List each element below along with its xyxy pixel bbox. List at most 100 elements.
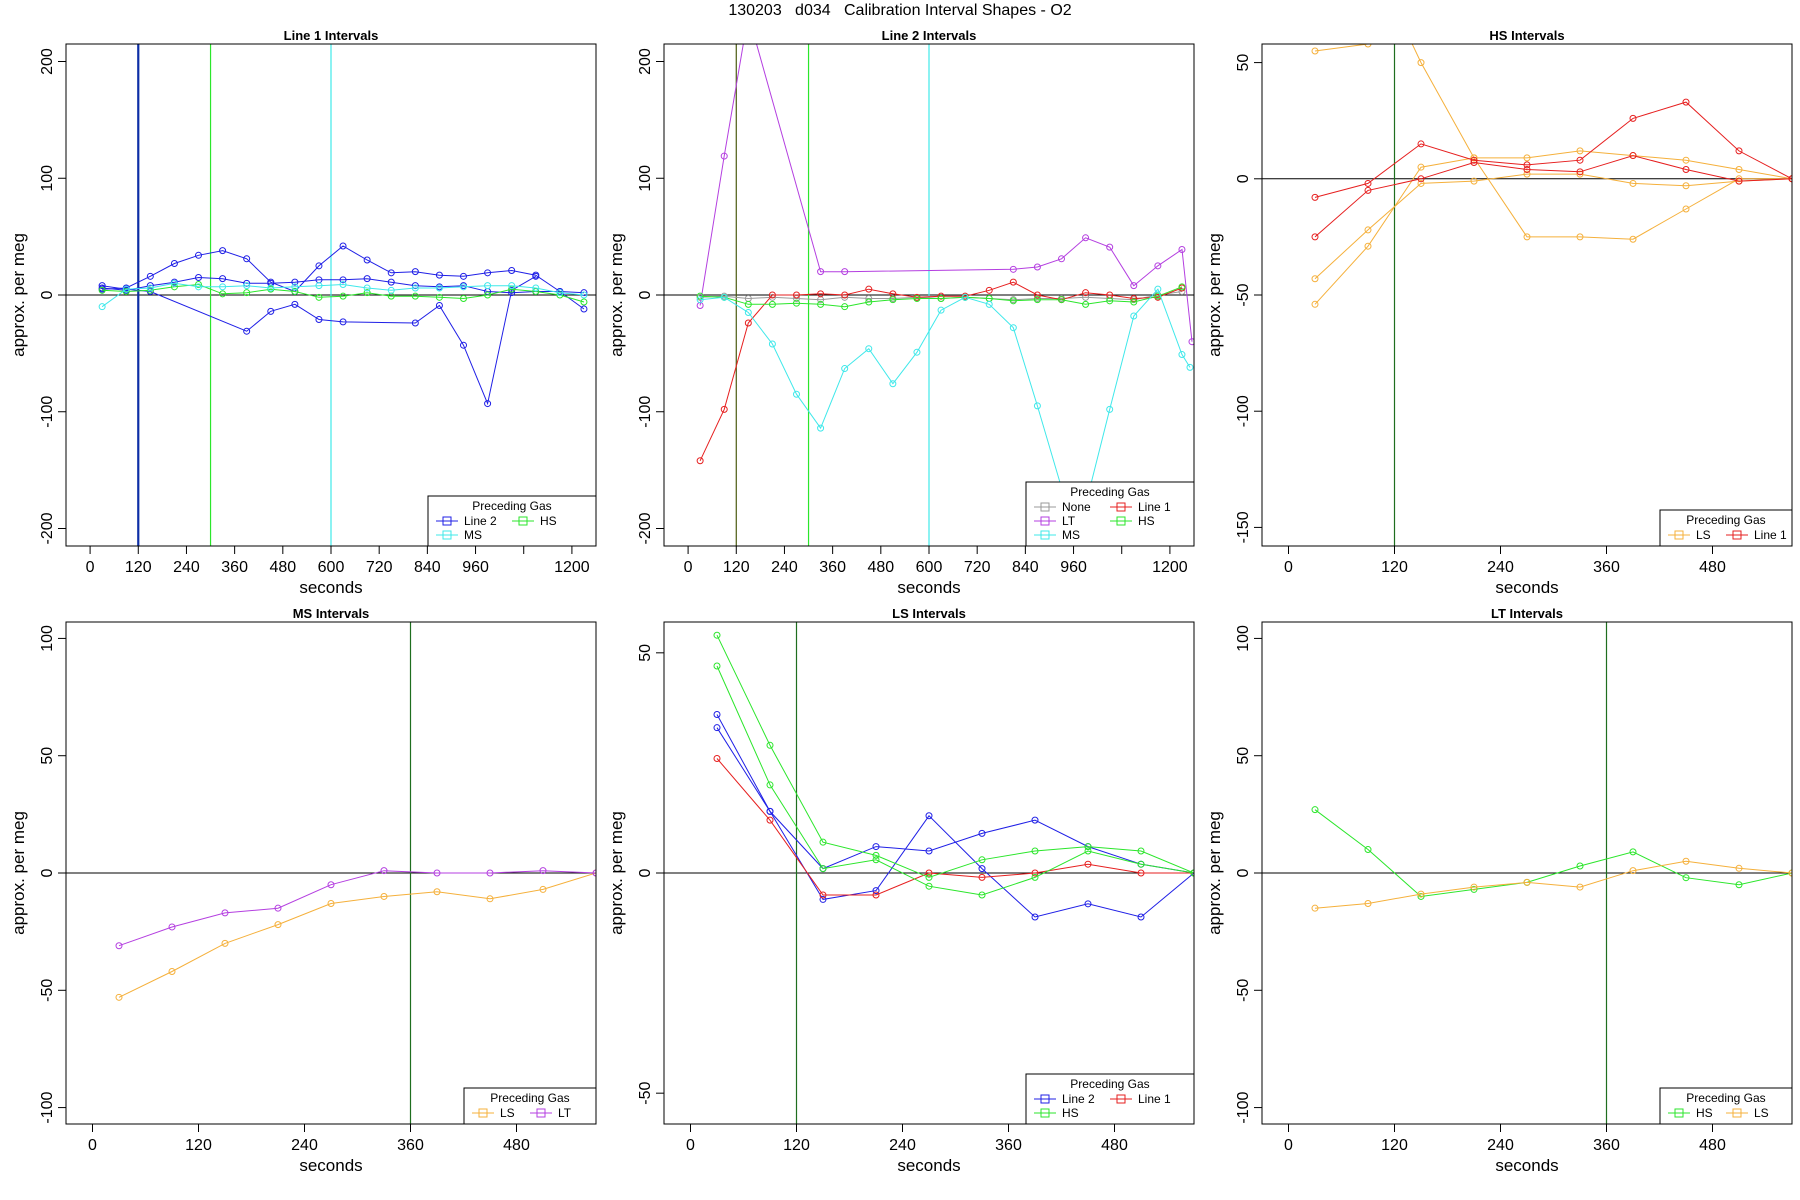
legend-entry-lt: LT [1034, 514, 1076, 528]
series-line [699, 44, 1193, 342]
series-line [1314, 155, 1792, 238]
data-point [1084, 843, 1092, 851]
x-tick-label: 120 [1381, 559, 1408, 576]
data-point [291, 287, 299, 295]
x-tick-label: 240 [1487, 559, 1514, 576]
data-point [98, 286, 106, 294]
data-point [98, 282, 106, 290]
x-tick-label: 360 [819, 559, 846, 576]
data-point [327, 899, 335, 907]
data-point [433, 869, 441, 877]
legend-entry-hs: HS [1034, 1106, 1079, 1120]
data-point [1364, 846, 1372, 854]
data-point [532, 284, 540, 292]
data-point [696, 296, 704, 304]
data-point [291, 283, 299, 291]
series-line-1 [713, 755, 1194, 899]
data-point [146, 286, 154, 294]
data-point [1735, 864, 1743, 872]
data-point [484, 400, 492, 408]
data-point [872, 891, 880, 899]
data-point [387, 278, 395, 286]
data-point [1311, 233, 1319, 241]
data-point [1735, 147, 1743, 155]
data-point [1186, 363, 1194, 371]
x-tick-label: 480 [867, 559, 894, 576]
data-point [1682, 857, 1690, 865]
data-point [889, 296, 897, 304]
data-point [817, 268, 825, 276]
data-point [556, 289, 564, 297]
series-line [102, 245, 585, 310]
x-tick-label: 480 [1101, 1137, 1128, 1154]
data-point [219, 283, 227, 291]
data-point [1364, 186, 1372, 194]
legend-label: LS [1754, 1106, 1769, 1120]
x-tick-label: 480 [503, 1137, 530, 1154]
data-point [387, 269, 395, 277]
panel-title: MS Intervals [293, 606, 370, 621]
series-line-2 [98, 242, 588, 313]
legend-label: Line 2 [464, 514, 497, 528]
data-point [1629, 235, 1637, 243]
data-point [1364, 899, 1372, 907]
data-point [1130, 282, 1138, 290]
data-point [1130, 298, 1138, 306]
data-point [978, 873, 986, 881]
data-point [580, 291, 588, 299]
data-point [1137, 869, 1145, 877]
legend-swatch-marker [1732, 530, 1742, 540]
data-point [315, 282, 323, 290]
data-point [315, 293, 323, 301]
data-point [274, 921, 282, 929]
data-point [1576, 862, 1584, 870]
series-line-1 [1311, 98, 1792, 201]
x-axis-label: seconds [897, 1156, 960, 1175]
data-point [539, 885, 547, 893]
data-point [411, 282, 419, 290]
data-point [1082, 300, 1090, 308]
legend-swatch-marker [1674, 530, 1684, 540]
y-tick-label: -50 [637, 1082, 654, 1105]
data-point [819, 895, 827, 903]
legend-label: LS [1696, 528, 1711, 542]
series-line [716, 758, 1194, 896]
data-point [793, 299, 800, 307]
data-point [1311, 904, 1319, 912]
data-point [1576, 156, 1584, 164]
data-point [985, 300, 993, 308]
data-point [1735, 881, 1743, 889]
y-tick-label: 50 [1235, 747, 1252, 765]
data-point [1364, 44, 1372, 48]
y-tick-label: 50 [39, 747, 56, 765]
data-point [1058, 296, 1065, 304]
legend-entry-hs: HS [1110, 514, 1155, 528]
data-point [195, 283, 202, 291]
data-point [484, 269, 492, 277]
data-point [1154, 262, 1162, 270]
legend-entry-lt: LT [530, 1106, 572, 1120]
series-ms [696, 285, 1194, 509]
panel-lt-intervals: 0 120 240 360 480 -100 -50 0 50 100 LT Intervals se… [1205, 606, 1793, 1175]
data-point [219, 275, 227, 283]
data-point [339, 318, 347, 326]
y-axis-label: approx. per meg [607, 233, 626, 357]
panel-title: LS Intervals [892, 606, 966, 621]
x-tick-label: 1200 [1152, 559, 1188, 576]
series-ls [1311, 857, 1792, 912]
panel-title: HS Intervals [1489, 28, 1564, 43]
legend-entry-ms: MS [1034, 528, 1080, 542]
data-point [380, 892, 388, 900]
x-tick-label: 1200 [554, 559, 590, 576]
data-point [793, 295, 800, 303]
data-point [1311, 275, 1319, 283]
legend-swatch-marker [442, 516, 452, 526]
data-point [460, 272, 467, 280]
panel-hs-intervals: 0 120 240 360 480 -150 -100 -50 0 50 HS Intervals s… [1205, 28, 1793, 597]
x-tick-label: 960 [1060, 559, 1087, 576]
data-point [274, 904, 282, 912]
data-point [1188, 338, 1194, 346]
series-line [1314, 44, 1371, 52]
legend-box [1659, 1087, 1793, 1125]
